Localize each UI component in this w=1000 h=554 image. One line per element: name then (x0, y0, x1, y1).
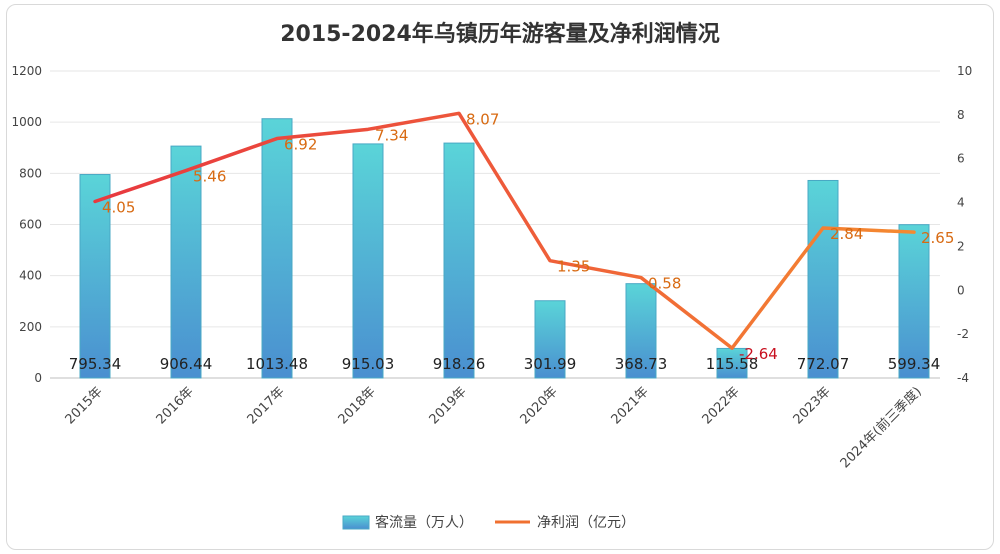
bar-value-label: 906.44 (160, 355, 213, 373)
right-tick-label: 0 (957, 283, 965, 297)
right-tick-label: 2 (957, 239, 965, 253)
line-value-label: 2.65 (921, 229, 954, 247)
bar-value-label: 368.73 (615, 355, 668, 373)
bar-value-label: 772.07 (797, 355, 850, 373)
line-value-label: 2.84 (830, 225, 863, 243)
x-tick-label: 2022年 (700, 384, 743, 427)
x-tick-label: 2023年 (791, 384, 834, 427)
chart-title: 2015-2024年乌镇历年游客量及净利润情况 (280, 21, 720, 47)
legend-bar-swatch (342, 515, 370, 530)
bar (79, 174, 111, 379)
x-tick-label: 2019年 (427, 384, 470, 427)
line-value-label: 0.58 (648, 275, 681, 293)
bar-series (79, 118, 930, 379)
left-axis: 0 200 400 600 800 1000 1200 (11, 64, 42, 385)
legend: 客流量（万人） 净利润（亿元） (342, 514, 635, 531)
x-axis-labels: 2015年 2016年 2017年 2018年 2019年 2020年 2021年 2022年… (63, 384, 925, 472)
bar-value-label: 115.58 (706, 355, 759, 373)
line-value-label: 7.34 (375, 126, 408, 144)
right-tick-label: 4 (957, 196, 965, 210)
right-tick-label: 6 (957, 152, 965, 166)
legend-bar-label: 客流量（万人） (375, 514, 473, 531)
line-value-label: 8.07 (466, 110, 499, 128)
bar (352, 143, 384, 379)
bar (625, 283, 657, 379)
line-value-labels: 4.05 5.46 6.92 7.34 8.07 1.35 0.58 -2.64 2.84 2.6… (102, 110, 954, 363)
bar (170, 145, 202, 379)
left-tick-label: 800 (19, 166, 42, 180)
legend-line-label: 净利润（亿元） (537, 515, 635, 531)
bar (534, 300, 566, 379)
x-tick-label: 2021年 (609, 384, 652, 427)
x-tick-label: 2017年 (245, 384, 288, 427)
left-tick-label: 0 (34, 371, 42, 385)
line-value-label: 5.46 (193, 168, 226, 186)
bar (261, 118, 293, 379)
line-value-label: 6.92 (284, 136, 317, 154)
right-tick-label: -4 (957, 371, 969, 385)
bar (898, 224, 930, 379)
bar-value-label: 599.34 (888, 355, 941, 373)
right-tick-label: 10 (957, 64, 972, 78)
bar (443, 142, 475, 379)
right-tick-label: 8 (957, 108, 965, 122)
left-tick-label: 200 (19, 320, 42, 334)
left-tick-label: 600 (19, 218, 42, 232)
line-value-label: 4.05 (102, 198, 135, 216)
x-tick-label: 2020年 (518, 384, 561, 427)
line-value-label: -2.64 (739, 345, 778, 363)
bar-value-label: 918.26 (433, 355, 486, 373)
x-tick-label: 2016年 (154, 384, 197, 427)
line-value-label: 1.35 (557, 258, 590, 276)
bar-value-label: 795.34 (69, 355, 122, 373)
bar-value-labels: 795.34 906.44 1013.48 915.03 918.26 301.99 368… (69, 355, 941, 373)
bar (716, 347, 748, 379)
right-tick-label: -2 (957, 327, 969, 341)
bar-value-label: 301.99 (524, 355, 577, 373)
bar-value-label: 1013.48 (246, 355, 308, 373)
bar (807, 179, 839, 379)
bar-value-label: 915.03 (342, 355, 395, 373)
left-tick-label: 1000 (11, 115, 42, 129)
x-tick-label: 2018年 (336, 384, 379, 427)
x-tick-label: 2024年(前三季度) (837, 384, 925, 472)
line-path (93, 111, 916, 350)
right-axis: -4 -2 0 2 4 6 8 10 (957, 64, 972, 385)
x-tick-label: 2015年 (63, 384, 106, 427)
line-series (93, 111, 916, 350)
left-tick-label: 1200 (11, 64, 42, 78)
left-tick-label: 400 (19, 269, 42, 283)
